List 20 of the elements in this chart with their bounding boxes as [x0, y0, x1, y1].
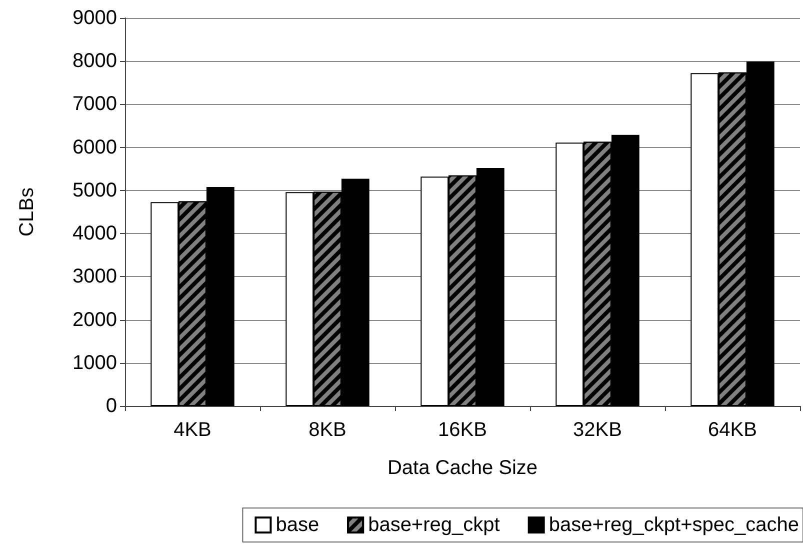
legend-label: base: [276, 514, 320, 536]
y-tick-label: 5000: [72, 179, 117, 202]
y-tick-label: 4000: [72, 222, 117, 245]
x-tick-label: 16KB: [438, 419, 487, 441]
y-tick-label: 2000: [72, 308, 117, 331]
y-tick-label: 0: [106, 395, 117, 417]
y-tick-label: 7000: [72, 93, 117, 116]
y-tick-label: 8000: [72, 50, 117, 72]
x-axis-title: Data Cache Size: [387, 457, 538, 479]
x-tick-label: 32KB: [573, 419, 622, 441]
legend-label: base+reg_ckpt+spec_cache: [548, 514, 800, 536]
y-tick-label: 6000: [72, 136, 117, 158]
y-axis-title: CLBs: [16, 188, 38, 236]
legend-label: base+reg_ckpt: [368, 514, 500, 536]
y-tick-label: 9000: [72, 7, 117, 29]
x-tick-label: 8KB: [308, 419, 346, 441]
y-tick-label: 3000: [72, 266, 117, 288]
x-tick-label: 4KB: [174, 419, 212, 441]
y-tick-label: 1000: [72, 352, 117, 374]
x-tick-label: 64KB: [708, 419, 757, 441]
